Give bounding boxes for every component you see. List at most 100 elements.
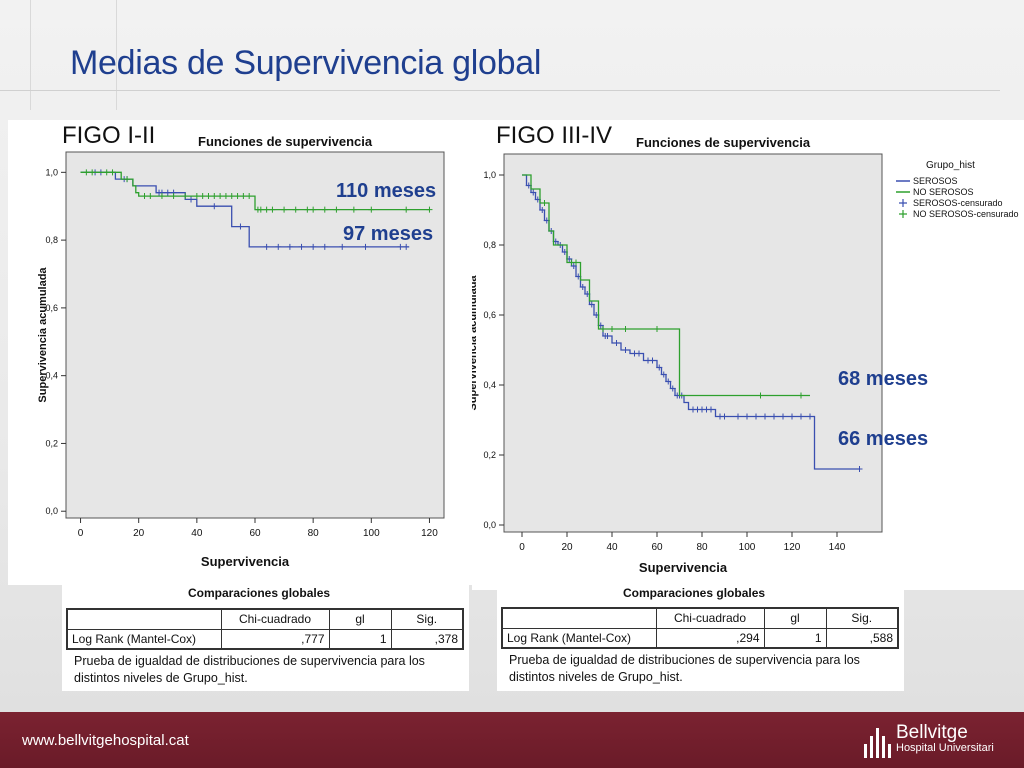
censor-mark: [780, 413, 786, 420]
censor-mark: [158, 193, 165, 200]
x-tick-label: 80: [696, 542, 708, 553]
censor-mark: [281, 206, 288, 213]
censor-mark: [753, 413, 759, 420]
censor-mark: [368, 206, 375, 213]
censor-mark: [771, 413, 777, 420]
censor-mark: [426, 206, 433, 213]
table-cell-empty: [501, 607, 657, 629]
x-tick-label: 100: [363, 528, 380, 539]
plot-area: [65, 151, 445, 519]
censor-mark: [234, 193, 241, 200]
censor-mark: [228, 193, 235, 200]
y-tick-label: 0,0: [45, 506, 58, 516]
censor-mark: [708, 406, 714, 413]
censor-mark: [609, 326, 615, 332]
median-annotation-68: 68 meses: [838, 368, 929, 390]
y-tick-label: 0,2: [483, 450, 496, 460]
censor-mark: [403, 206, 410, 213]
censor-mark: [286, 243, 293, 250]
y-tick-label: 0,2: [45, 438, 58, 448]
x-tick-label: 0: [519, 542, 525, 553]
table-note: Prueba de igualdad de distribuciones de …: [509, 653, 860, 684]
cell-chi: ,294: [655, 627, 765, 649]
table-row: Log Rank (Mantel-Cox) ,777 1 ,378: [66, 628, 464, 650]
footer-url-link[interactable]: www.bellvitgehospital.cat: [22, 732, 189, 749]
censor-mark: [211, 203, 218, 210]
censor-mark: [798, 392, 804, 399]
x-tick-label: 40: [191, 528, 203, 539]
censor-mark: [321, 243, 328, 250]
censor-mark: [762, 413, 768, 420]
y-tick-label: 0,0: [483, 520, 496, 530]
median-annotation-110: 110 meses: [336, 180, 437, 202]
censor-mark: [807, 413, 813, 420]
censor-mark: [304, 206, 311, 213]
table-header-row: Chi-cuadrado gl Sig.: [66, 608, 464, 630]
legend-title: Grupo_hist: [926, 160, 975, 171]
y-tick-label: 1,0: [483, 170, 496, 180]
x-tick-label: 20: [561, 542, 573, 553]
censor-mark: [600, 326, 606, 332]
figo-label-right: FIGO III-IV: [496, 122, 613, 149]
legend-item: NO SEROSOS-censurado: [913, 209, 1019, 219]
censor-mark: [83, 169, 90, 176]
censor-mark: [350, 206, 357, 213]
censor-mark: [205, 193, 212, 200]
censor-mark: [89, 169, 96, 176]
x-axis-label: Supervivencia: [639, 560, 728, 575]
censor-mark: [257, 206, 264, 213]
x-tick-label: 60: [249, 528, 261, 539]
legend-swatch: [899, 199, 907, 207]
censor-mark: [124, 176, 131, 183]
censor-mark: [310, 243, 317, 250]
survival-curve-1: [522, 174, 810, 397]
col-sig: Sig.: [390, 608, 464, 630]
censor-mark: [757, 392, 764, 399]
y-tick-label: 0,6: [45, 303, 58, 313]
censor-mark: [654, 326, 660, 332]
censor-mark: [588, 301, 595, 308]
censor-mark: [240, 193, 247, 200]
km-chart-figo-iii-iv: Funciones de supervivencia Supervivencia S…: [467, 135, 1019, 575]
censor-mark: [656, 364, 663, 371]
censor-mark: [541, 200, 548, 206]
x-tick-label: 120: [784, 542, 801, 553]
censor-mark: [217, 193, 224, 200]
comparisons-table-left: Comparaciones globales Chi-cuadrado gl S…: [62, 583, 469, 691]
legend-swatch: [899, 210, 907, 218]
censor-mark: [579, 284, 586, 290]
y-axis-label: Supervivencia acumulada: [37, 267, 49, 403]
censor-mark: [573, 259, 579, 266]
x-tick-label: 80: [308, 528, 320, 539]
censor-mark: [339, 243, 346, 250]
table-cell-empty: [66, 608, 222, 630]
censor-mark: [613, 340, 620, 346]
x-tick-label: 100: [739, 542, 756, 553]
censor-mark: [649, 357, 656, 364]
censor-mark: [193, 193, 200, 200]
x-tick-label: 60: [651, 542, 663, 553]
y-tick-label: 1,0: [45, 167, 58, 177]
censor-mark: [211, 193, 218, 200]
decor-line: [116, 0, 117, 110]
median-annotation-97: 97 meses: [343, 223, 434, 245]
censor-mark: [170, 193, 177, 200]
censor-mark: [798, 413, 804, 420]
cell-gl: 1: [763, 627, 827, 649]
censor-mark: [109, 169, 116, 176]
hospital-logo: Bellvitge Hospital Universitari: [862, 722, 1022, 758]
x-axis-label: Supervivencia: [201, 554, 290, 569]
row-label: Log Rank (Mantel-Cox): [501, 627, 657, 649]
censor-mark: [362, 243, 369, 250]
censor-mark: [164, 189, 171, 196]
censor-mark: [199, 193, 206, 200]
table-row: Log Rank (Mantel-Cox) ,294 1 ,588: [501, 627, 899, 649]
col-gl: gl: [763, 607, 827, 629]
censor-mark: [636, 350, 642, 357]
col-chi-cuadrado: Chi-cuadrado: [220, 608, 330, 630]
y-tick-label: 0,8: [483, 240, 496, 250]
censor-mark: [604, 333, 611, 339]
x-tick-label: 40: [606, 542, 618, 553]
cell-gl: 1: [328, 628, 392, 650]
table-note: Prueba de igualdad de distribuciones de …: [74, 654, 425, 685]
